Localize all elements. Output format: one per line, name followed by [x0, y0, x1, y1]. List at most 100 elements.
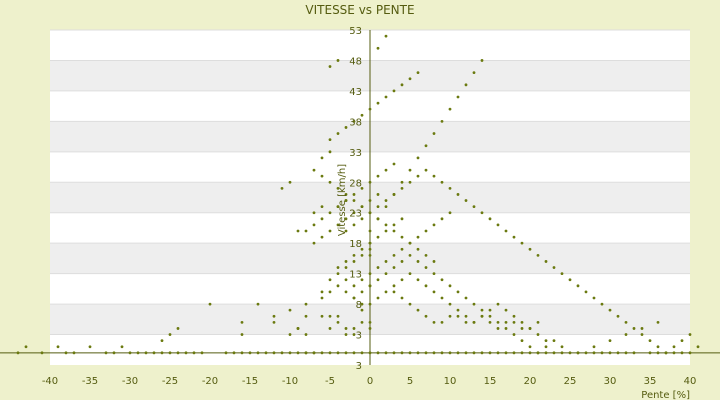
- data-point: [552, 339, 556, 343]
- data-point: [368, 320, 372, 324]
- data-point: [384, 168, 388, 172]
- data-point: [488, 217, 492, 221]
- data-point: [240, 320, 244, 324]
- data-point: [328, 290, 332, 294]
- data-point: [520, 327, 524, 330]
- data-point: [416, 71, 420, 75]
- data-point: [376, 235, 380, 239]
- data-point: [328, 351, 332, 355]
- data-point: [400, 186, 404, 190]
- data-point: [352, 333, 356, 336]
- data-point: [416, 235, 420, 239]
- data-point: [448, 314, 452, 318]
- data-point: [480, 314, 484, 318]
- data-point: [376, 174, 380, 178]
- data-point: [472, 71, 476, 75]
- data-point: [680, 339, 684, 343]
- data-point: [368, 284, 372, 288]
- data-point: [432, 260, 436, 263]
- data-point: [600, 302, 604, 306]
- data-point: [480, 59, 484, 62]
- data-point: [464, 314, 468, 318]
- data-point: [360, 302, 364, 306]
- data-point: [520, 339, 524, 343]
- data-point: [424, 144, 428, 148]
- data-point: [336, 320, 340, 324]
- data-point: [328, 180, 332, 184]
- data-point: [464, 320, 468, 324]
- data-point: [528, 247, 532, 251]
- data-point: [464, 351, 468, 355]
- data-point: [368, 180, 372, 184]
- data-point: [496, 302, 500, 306]
- x-tick-label: 40: [684, 376, 697, 387]
- data-point: [352, 296, 356, 300]
- data-point: [520, 241, 524, 245]
- data-point: [208, 302, 212, 306]
- data-point: [480, 351, 484, 355]
- data-point: [288, 180, 292, 184]
- data-point: [296, 327, 300, 330]
- data-point: [488, 351, 492, 355]
- data-point: [408, 77, 412, 81]
- data-point: [144, 351, 148, 355]
- data-point: [440, 351, 444, 355]
- data-point: [344, 199, 348, 202]
- data-point: [384, 290, 388, 294]
- x-tick-label: 5: [407, 376, 413, 387]
- data-point: [344, 290, 348, 294]
- data-point: [384, 229, 388, 233]
- data-point: [464, 199, 468, 202]
- data-point: [368, 302, 372, 306]
- data-point: [136, 351, 140, 355]
- data-point: [424, 314, 428, 318]
- data-point: [496, 223, 500, 227]
- data-point: [280, 351, 284, 355]
- data-point: [464, 296, 468, 300]
- data-point: [656, 345, 660, 349]
- data-point: [256, 302, 260, 306]
- data-point: [672, 351, 676, 355]
- data-point: [400, 296, 404, 300]
- data-point: [368, 211, 372, 215]
- x-tick-label: 25: [564, 376, 577, 387]
- data-point: [408, 302, 412, 306]
- data-point: [320, 296, 324, 300]
- data-point: [592, 351, 596, 355]
- x-tick-label: -30: [122, 376, 138, 387]
- data-point: [392, 290, 396, 294]
- data-point: [608, 351, 612, 355]
- data-point: [280, 186, 284, 190]
- data-point: [384, 205, 388, 209]
- data-point: [368, 351, 372, 355]
- data-point: [424, 266, 428, 269]
- data-point: [344, 278, 348, 282]
- data-point: [328, 314, 332, 318]
- data-point: [504, 308, 508, 312]
- data-point: [352, 193, 356, 196]
- x-tick-label: -25: [162, 376, 178, 387]
- data-point: [440, 119, 444, 123]
- data-point: [304, 351, 308, 355]
- data-point: [128, 351, 132, 355]
- data-point: [440, 278, 444, 282]
- data-point: [368, 327, 372, 330]
- data-point: [504, 229, 508, 233]
- axes: [0, 30, 720, 365]
- data-point: [392, 266, 396, 269]
- data-point: [352, 119, 356, 123]
- data-point: [24, 345, 28, 349]
- x-tick-label: -35: [82, 376, 98, 387]
- data-point: [272, 351, 276, 355]
- data-point: [496, 327, 500, 330]
- data-point: [424, 253, 428, 257]
- x-tick-label: 0: [367, 376, 373, 387]
- data-point: [472, 320, 476, 324]
- data-point: [568, 278, 572, 282]
- data-point: [504, 351, 508, 355]
- data-point: [624, 333, 628, 336]
- data-point: [56, 345, 60, 349]
- data-point: [320, 314, 324, 318]
- x-tick-label: -5: [325, 376, 335, 387]
- data-point: [576, 351, 580, 355]
